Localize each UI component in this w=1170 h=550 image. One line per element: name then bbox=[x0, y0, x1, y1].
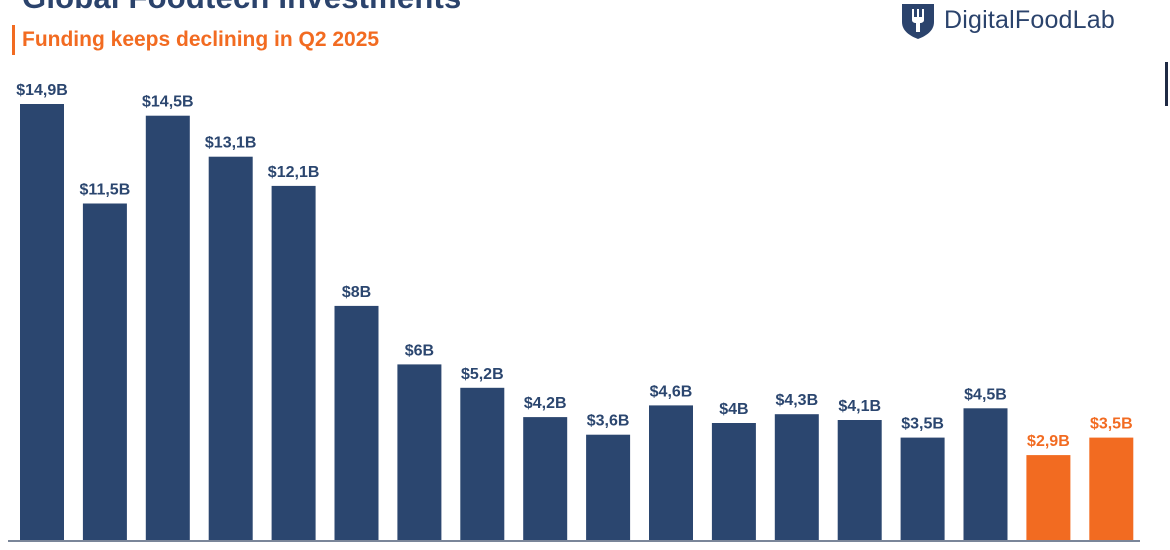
bar-10 bbox=[649, 405, 693, 540]
bar-5 bbox=[334, 305, 379, 540]
data-label-13: $4,1B bbox=[838, 398, 881, 415]
bar-2 bbox=[145, 115, 190, 540]
edge-divider bbox=[1165, 62, 1168, 106]
bar-4 bbox=[271, 185, 316, 540]
data-label-15: $4,5B bbox=[964, 386, 1007, 403]
chart-subtitle: Funding keeps declining in Q2 2025 bbox=[22, 28, 380, 51]
bar-1 bbox=[82, 203, 127, 540]
data-label-4: $12,1B bbox=[268, 164, 320, 181]
bar-3 bbox=[208, 156, 253, 540]
data-label-12: $4,3B bbox=[775, 392, 818, 409]
data-label-17: $3,5B bbox=[1090, 416, 1133, 433]
bar-12 bbox=[774, 414, 819, 540]
bar-8 bbox=[523, 417, 568, 540]
data-label-1: $11,5B bbox=[80, 182, 131, 199]
bar-7 bbox=[460, 387, 505, 540]
bar-11 bbox=[711, 423, 756, 540]
data-label-9: $3,6B bbox=[587, 413, 630, 430]
logo-text: DigitalFoodLab bbox=[944, 5, 1115, 34]
data-label-0: $14,9B bbox=[16, 82, 68, 99]
data-label-10: $4,6B bbox=[650, 383, 693, 400]
data-label-8: $4,2B bbox=[524, 395, 567, 412]
bar-0 bbox=[20, 104, 64, 540]
data-label-2: $14,5B bbox=[142, 94, 194, 111]
fork-shield-icon bbox=[902, 4, 934, 39]
bar-15 bbox=[963, 408, 1008, 540]
data-label-5: $8B bbox=[342, 284, 371, 301]
chart-title: Global Foodtech Investments bbox=[22, 0, 461, 16]
data-label-6: $6B bbox=[405, 342, 434, 359]
data-label-16: $2,9B bbox=[1027, 433, 1070, 450]
data-label-3: $13,1B bbox=[205, 135, 257, 152]
bar-9 bbox=[586, 434, 631, 540]
data-label-14: $3,5B bbox=[901, 416, 944, 433]
subtitle-accent-line bbox=[12, 25, 15, 55]
brand-logo: DigitalFoodLab bbox=[898, 1, 1115, 39]
bar-17 bbox=[1089, 437, 1134, 540]
bar-6 bbox=[397, 364, 442, 540]
bar-16 bbox=[1026, 455, 1071, 540]
bar-14 bbox=[900, 437, 945, 540]
bar-13 bbox=[837, 420, 882, 540]
data-label-7: $5,2B bbox=[461, 366, 504, 383]
data-label-11: $4B bbox=[719, 401, 748, 418]
